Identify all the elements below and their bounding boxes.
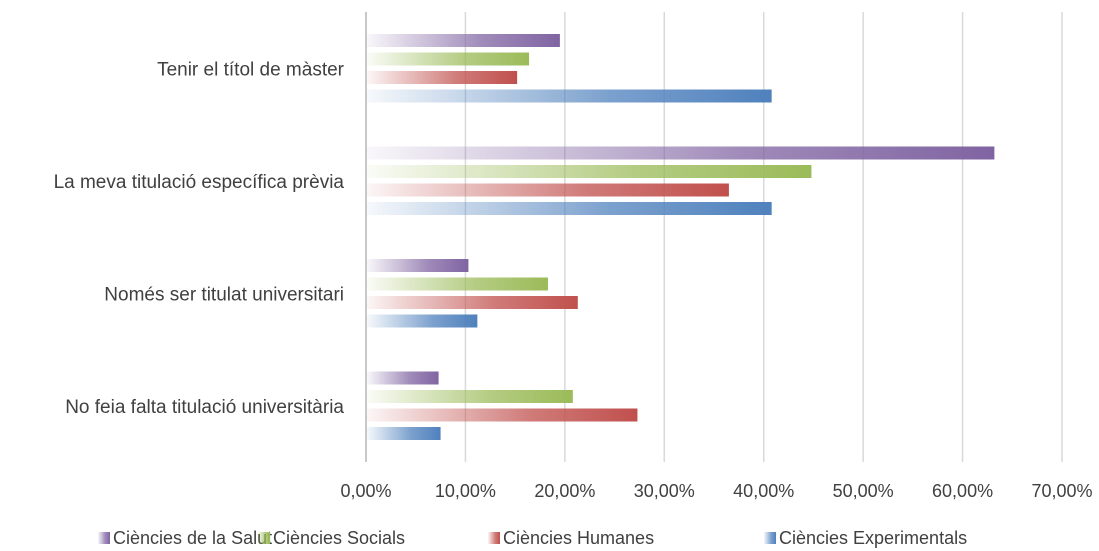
legend-label: Ciències Experimentals [779, 528, 967, 548]
bar-ciències-socials-3 [367, 277, 548, 291]
bar-ciències-humanes-2 [367, 183, 729, 197]
bar-ciències-de-la-salut-3 [367, 259, 469, 272]
legend-swatch [258, 532, 270, 544]
x-tick-label: 10,00% [435, 481, 496, 501]
x-tick-label: 40,00% [733, 481, 794, 501]
legend-swatch [98, 532, 110, 544]
legend-label: Ciències de la Salut [113, 528, 272, 548]
category-label: Només ser titulat universitari [104, 284, 344, 305]
legend-label: Ciències Humanes [503, 528, 654, 548]
bar-ciències-socials-2 [367, 165, 812, 178]
x-tick-label: 0,00% [340, 481, 391, 501]
bars [367, 34, 995, 440]
bar-ciències-socials-4 [367, 390, 573, 403]
category-label: Tenir el títol de màster [157, 59, 345, 80]
bar-ciències-experimentals-4 [367, 427, 441, 440]
x-tick-label: 60,00% [932, 481, 993, 501]
x-tick-label: 20,00% [534, 481, 595, 501]
gridlines [464, 12, 1063, 462]
legend-label: Ciències Socials [273, 528, 405, 548]
x-tick-label: 70,00% [1031, 481, 1092, 501]
legend: Ciències de la Salut Ciències Socials Cièn… [98, 528, 967, 548]
legend-swatch [764, 532, 776, 544]
bar-ciències-humanes-1 [367, 71, 518, 84]
legend-swatch [488, 532, 500, 544]
bar-ciències-socials-1 [367, 52, 530, 66]
bar-ciències-humanes-4 [367, 408, 638, 422]
bar-ciències-de-la-salut-1 [367, 34, 560, 47]
x-tick-label: 30,00% [634, 481, 695, 501]
bar-ciències-experimentals-3 [367, 314, 478, 328]
bar-ciències-de-la-salut-2 [367, 146, 995, 160]
x-tick-labels: 0,00% 10,00% 20,00% 30,00% 40,00% 50,00% 60,00… [340, 481, 1092, 501]
bar-ciències-humanes-3 [367, 296, 578, 309]
category-labels: Tenir el títol de màster La meva titulaci… [54, 59, 345, 418]
category-label: La meva titulació específica prèvia [54, 172, 345, 193]
bar-ciències-experimentals-1 [367, 89, 772, 103]
x-tick-label: 50,00% [833, 481, 894, 501]
category-label: No feia falta titulació universitària [65, 397, 344, 418]
bar-ciències-experimentals-2 [367, 202, 772, 215]
bar-ciències-de-la-salut-4 [367, 371, 439, 385]
